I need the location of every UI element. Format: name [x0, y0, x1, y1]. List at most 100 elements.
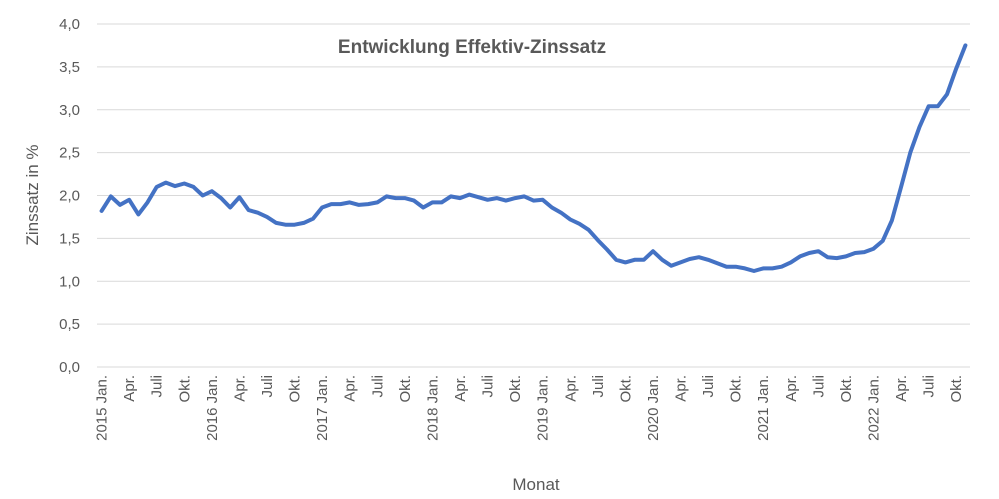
data-point	[679, 261, 682, 264]
x-tick-label: Okt.	[728, 375, 745, 403]
data-point	[422, 206, 425, 209]
data-point	[945, 93, 949, 96]
data-point	[412, 199, 416, 202]
data-point	[716, 262, 719, 265]
y-tick-label: 4,0	[59, 16, 80, 33]
data-point	[173, 184, 177, 188]
x-tick-label: 2018 Jan.	[424, 375, 441, 441]
data-point	[660, 258, 664, 262]
data-point	[274, 221, 278, 225]
data-point	[431, 201, 434, 204]
data-point	[826, 256, 829, 259]
data-point	[495, 196, 498, 200]
data-point	[265, 215, 269, 219]
x-tick-label: 2015 Jan.	[94, 375, 111, 441]
x-tick-label: Juli	[369, 375, 386, 398]
data-point	[642, 258, 645, 262]
data-point	[486, 198, 489, 201]
data-point	[376, 201, 379, 204]
data-point	[394, 196, 397, 200]
x-tick-label: Okt.	[287, 375, 304, 403]
data-point	[578, 222, 581, 225]
data-point	[670, 264, 673, 268]
data-point	[706, 258, 710, 262]
data-point	[477, 196, 480, 199]
data-point	[440, 201, 443, 204]
data-point	[872, 247, 875, 250]
data-point	[798, 255, 802, 258]
data-point	[688, 257, 691, 261]
data-point	[330, 202, 333, 206]
data-point	[238, 196, 241, 199]
x-tick-label: Juli	[810, 375, 827, 398]
data-point	[366, 202, 370, 206]
data-point	[807, 251, 811, 255]
data-point	[734, 265, 737, 268]
data-point	[210, 190, 214, 193]
data-point	[615, 258, 618, 262]
data-point	[155, 185, 158, 189]
data-point	[293, 223, 296, 226]
data-point	[881, 239, 884, 243]
data-point	[302, 221, 305, 225]
data-point	[403, 196, 407, 200]
x-tick-label: Juli	[149, 375, 166, 398]
data-point	[835, 256, 838, 260]
data-point	[146, 201, 149, 204]
x-tick-label: Okt.	[948, 375, 965, 403]
x-tick-label: 2016 Jan.	[204, 375, 221, 441]
data-point	[964, 44, 967, 47]
data-point	[853, 251, 857, 255]
data-point	[651, 250, 655, 253]
x-tick-label: Juli	[480, 375, 497, 398]
data-point	[955, 67, 958, 70]
x-tick-label: Okt.	[176, 375, 193, 403]
data-point	[743, 267, 747, 270]
y-tick-label: 0,5	[59, 316, 80, 333]
x-tick-label: Apr.	[893, 375, 910, 402]
x-tick-label: Okt.	[397, 375, 414, 403]
x-tick-label: Apr.	[783, 375, 800, 402]
x-axis-label: Monat	[512, 475, 560, 494]
x-tick-label: Apr.	[562, 375, 579, 402]
data-point	[890, 219, 894, 222]
data-point	[118, 203, 122, 207]
data-point	[164, 181, 168, 184]
data-point	[725, 265, 728, 268]
y-tick-label: 2,5	[59, 145, 80, 162]
data-point	[550, 206, 554, 209]
data-point	[927, 105, 930, 108]
data-point	[918, 125, 921, 129]
data-point	[789, 261, 793, 264]
data-point	[192, 185, 195, 189]
data-point	[219, 196, 223, 200]
data-point	[780, 265, 783, 268]
data-point	[587, 228, 590, 231]
data-point	[541, 198, 544, 201]
x-tick-label: Apr.	[231, 375, 248, 402]
data-point	[909, 151, 912, 154]
x-tick-label: 2021 Jan.	[755, 375, 772, 441]
y-tick-label: 3,5	[59, 59, 80, 76]
data-point	[633, 258, 636, 262]
chart-title: Entwicklung Effektiv-Zinssatz	[338, 37, 606, 58]
data-point	[504, 199, 508, 202]
data-point	[817, 250, 820, 253]
x-tick-label: 2022 Jan.	[866, 375, 883, 441]
x-tick-label: Apr.	[452, 375, 469, 402]
x-tick-label: Apr.	[342, 375, 359, 402]
x-tick-label: Apr.	[673, 375, 690, 402]
x-tick-label: Juli	[921, 375, 938, 398]
data-point	[697, 256, 701, 259]
data-point	[320, 206, 324, 209]
data-point	[899, 185, 903, 189]
data-point	[137, 213, 140, 216]
data-point	[385, 195, 388, 198]
data-point	[467, 193, 471, 196]
x-tick-labels: 2015 Jan. Apr. Juli Okt. 2016 Jan. Apr. Juli Ok…	[94, 375, 966, 441]
data-point	[109, 195, 112, 198]
data-point	[523, 195, 526, 198]
x-tick-label: Okt.	[617, 375, 634, 403]
data-point	[771, 267, 774, 270]
